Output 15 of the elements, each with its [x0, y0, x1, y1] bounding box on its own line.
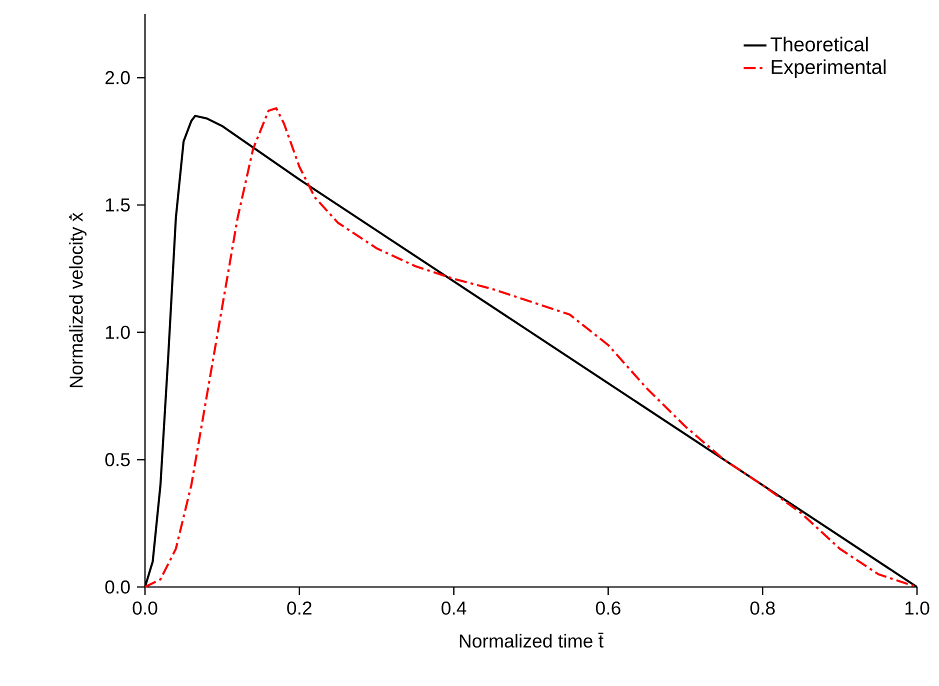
- legend-label: Experimental: [772, 59, 886, 78]
- x-tick-label: 0.6: [596, 601, 620, 615]
- y-tick-label: 2.0: [106, 71, 130, 84]
- y-tick-label: 0.0: [105, 580, 130, 594]
- x-tick-label: 1.0: [905, 601, 930, 615]
- y-tick-label: 0.5: [105, 453, 130, 466]
- x-tick-label: 0.4: [442, 601, 466, 615]
- x-tick-label: 0.8: [750, 601, 775, 615]
- y-tick-label: 1.0: [106, 326, 130, 339]
- x-axis-title: Normalized time t̄: [460, 632, 604, 648]
- y-axis-title: Normalized velocity ẋ̄: [69, 212, 87, 388]
- x-tick-label: 0.0: [132, 601, 158, 615]
- y-tick-label: 1.5: [106, 198, 130, 212]
- legend-label: Theoretical: [770, 36, 868, 52]
- x-tick-label: 0.2: [287, 601, 312, 615]
